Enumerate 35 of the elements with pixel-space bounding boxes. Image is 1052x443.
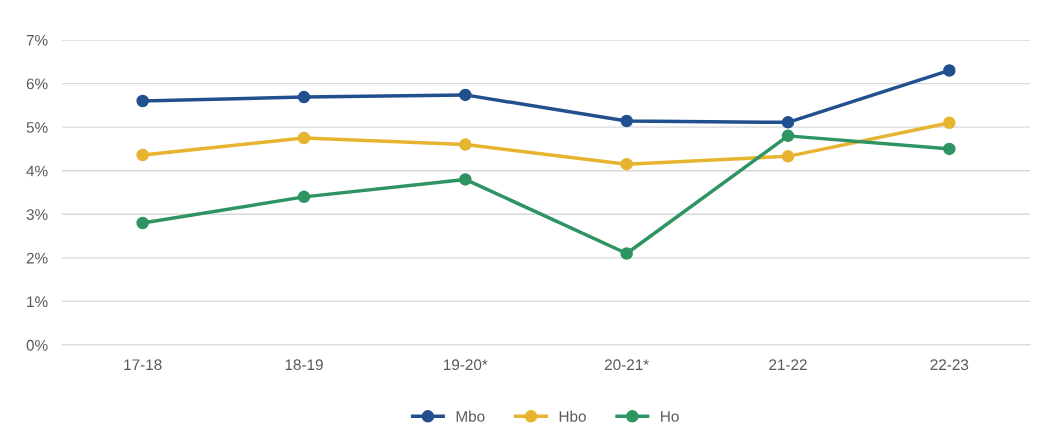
point — [136, 216, 149, 230]
point — [781, 116, 795, 129]
legend-label: Mbo — [456, 410, 485, 422]
y-tick-label: 2% — [26, 252, 48, 264]
x-tick-label: 21-22 — [769, 359, 807, 370]
point — [781, 150, 795, 163]
point — [136, 94, 149, 108]
point — [136, 148, 149, 162]
point — [459, 173, 472, 186]
x-tick-label: 22-23 — [930, 359, 969, 371]
x-tick-label: 20-21* — [604, 359, 649, 371]
x-tick-label: 19-20* — [443, 359, 488, 371]
x-tick-label: 17-18 — [124, 359, 162, 371]
point — [297, 190, 311, 204]
legend-label: Ho — [661, 411, 679, 422]
point — [620, 247, 633, 260]
point — [781, 129, 795, 143]
y-tick-label: 6% — [26, 78, 48, 90]
legend-label: Hbo — [559, 410, 586, 422]
point — [620, 157, 633, 171]
point — [297, 131, 311, 145]
y-tick-label: 3% — [26, 209, 48, 220]
point — [459, 138, 472, 151]
point — [459, 88, 472, 102]
point — [943, 116, 956, 130]
point — [620, 114, 633, 128]
y-tick-label: 0% — [26, 339, 48, 351]
y-tick-label: 4% — [26, 165, 48, 177]
y-tick-label: 1% — [27, 296, 48, 308]
x-tick-label: 18-19 — [285, 359, 323, 371]
point — [943, 64, 956, 77]
y-tick-label: 5% — [26, 122, 48, 133]
point — [297, 90, 311, 104]
y-tick-label: 7% — [26, 34, 48, 46]
point — [943, 142, 956, 156]
